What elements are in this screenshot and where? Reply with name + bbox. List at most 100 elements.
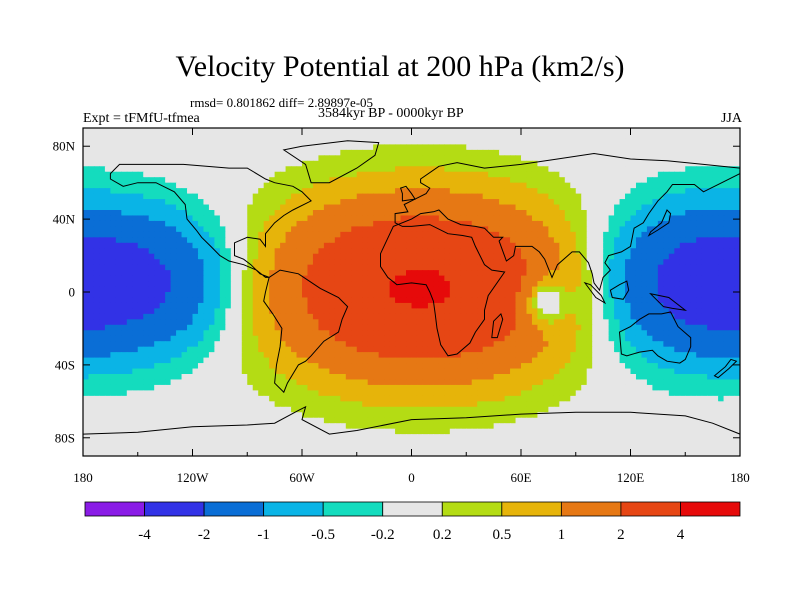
- contour-cell: [378, 352, 385, 359]
- contour-cell: [345, 319, 352, 326]
- contour-cell: [406, 335, 413, 342]
- contour-cell: [329, 133, 336, 140]
- contour-cell: [351, 281, 358, 288]
- contour-cell: [88, 281, 95, 288]
- contour-cell: [148, 177, 155, 184]
- contour-cell: [482, 220, 489, 227]
- contour-cell: [406, 270, 413, 277]
- contour-cell: [482, 330, 489, 337]
- contour-cell: [685, 302, 692, 309]
- contour-cell: [597, 313, 604, 320]
- contour-cell: [99, 313, 106, 320]
- contour-cell: [668, 220, 675, 227]
- contour-cell: [252, 341, 259, 348]
- contour-cell: [219, 188, 226, 195]
- contour-cell: [641, 242, 648, 249]
- contour-cell: [176, 324, 183, 331]
- contour-cell: [126, 160, 133, 167]
- contour-cell: [225, 292, 232, 299]
- contour-cell: [356, 210, 363, 217]
- contour-cell: [340, 297, 347, 304]
- contour-cell: [236, 199, 243, 206]
- contour-cell: [625, 253, 632, 260]
- contour-cell: [208, 242, 215, 249]
- contour-cell: [367, 253, 374, 260]
- contour-cell: [657, 199, 664, 206]
- contour-cell: [378, 226, 385, 233]
- contour-cell: [646, 182, 653, 189]
- contour-cell: [274, 324, 281, 331]
- contour-cell: [608, 330, 615, 337]
- contour-cell: [296, 149, 303, 156]
- contour-cell: [104, 324, 111, 331]
- contour-cell: [181, 259, 188, 266]
- contour-cell: [685, 177, 692, 184]
- contour-cell: [258, 259, 265, 266]
- contour-cell: [537, 253, 544, 260]
- contour-cell: [230, 330, 237, 337]
- contour-cell: [247, 253, 254, 260]
- contour-cell: [181, 171, 188, 178]
- contour-cell: [515, 133, 522, 140]
- contour-cell: [356, 182, 363, 189]
- contour-cell: [378, 341, 385, 348]
- contour-cell: [438, 220, 445, 227]
- contour-cell: [586, 128, 593, 135]
- contour-cell: [526, 341, 533, 348]
- contour-cell: [307, 188, 314, 195]
- contour-cell: [455, 149, 462, 156]
- contour-cell: [318, 324, 325, 331]
- contour-cell: [126, 259, 133, 266]
- contour-cell: [422, 341, 429, 348]
- contour-cell: [187, 199, 194, 206]
- contour-cell: [488, 166, 495, 173]
- contour-cell: [351, 330, 358, 337]
- contour-cell: [641, 155, 648, 162]
- contour-cell: [427, 199, 434, 206]
- contour-cell: [690, 253, 697, 260]
- contour-cell: [340, 286, 347, 293]
- contour-cell: [499, 308, 506, 315]
- contour-cell: [252, 144, 259, 151]
- contour-cell: [416, 270, 424, 277]
- contour-cell: [707, 313, 714, 320]
- contour-cell: [318, 128, 325, 135]
- contour-cell: [526, 149, 533, 156]
- contour-cell: [351, 193, 358, 200]
- contour-cell: [526, 248, 533, 255]
- contour-cell: [197, 138, 205, 145]
- contour-cell: [263, 166, 270, 173]
- contour-cell: [148, 302, 155, 309]
- contour-cell: [362, 281, 369, 288]
- contour-cell: [460, 275, 467, 282]
- contour-cell: [378, 188, 385, 195]
- contour-cell: [88, 231, 95, 238]
- contour-cell: [646, 166, 653, 173]
- contour-cell: [581, 253, 588, 260]
- contour-cell: [471, 237, 478, 244]
- contour-cell: [219, 204, 226, 211]
- contour-cell: [247, 248, 254, 255]
- contour-cell: [143, 335, 150, 342]
- contour-cell: [635, 171, 643, 178]
- contour-cell: [395, 302, 402, 309]
- contour-cell: [630, 281, 637, 288]
- contour-cell: [225, 188, 232, 195]
- contour-cell: [170, 155, 177, 162]
- contour-cell: [559, 188, 566, 195]
- contour-cell: [389, 253, 396, 260]
- contour-cell: [197, 188, 205, 195]
- contour-cell: [351, 341, 358, 348]
- contour-cell: [433, 138, 440, 145]
- contour-cell: [291, 237, 298, 244]
- contour-cell: [504, 270, 511, 277]
- contour-cell: [323, 242, 330, 249]
- contour-cell: [685, 292, 692, 299]
- contour-cell: [488, 237, 495, 244]
- contour-cell: [93, 155, 101, 162]
- contour-cell: [307, 324, 314, 331]
- contour-cell: [482, 308, 489, 315]
- contour-cell: [285, 302, 292, 309]
- contour-cell: [707, 253, 714, 260]
- contour-cell: [422, 155, 429, 162]
